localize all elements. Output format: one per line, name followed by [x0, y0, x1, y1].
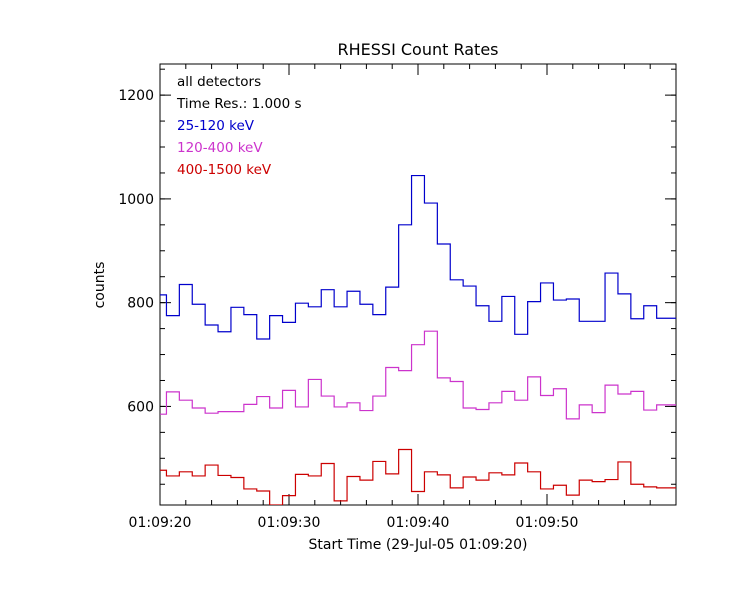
- y-tick-label: 800: [127, 296, 154, 312]
- series-layer: [160, 174, 676, 505]
- x-tick-label: 01:09:40: [387, 515, 450, 531]
- series-line-3: [160, 448, 676, 505]
- y-tick-label: 1000: [118, 192, 154, 208]
- legend: all detectors Time Res.: 1.000 s 25-120 ke…: [176, 74, 302, 178]
- x-tick-label: 01:09:50: [516, 515, 579, 531]
- y-tick-label: 600: [127, 399, 154, 415]
- x-tick-label: 01:09:20: [129, 515, 192, 531]
- legend-entry: 120-400 keV: [177, 140, 263, 156]
- legend-entry: 25-120 keV: [177, 118, 255, 134]
- series-line-2: [160, 330, 676, 420]
- series-line-1: [160, 174, 676, 340]
- legend-annotation: Time Res.: 1.000 s: [176, 96, 302, 112]
- plot-axes: 01:09:20 01:09:30 01:09:40 01:09:50 600 800 10…: [118, 63, 677, 531]
- legend-entry: 400-1500 keV: [177, 162, 272, 178]
- y-axis-label: counts: [92, 262, 108, 309]
- chart-title: RHESSI Count Rates: [338, 40, 499, 59]
- legend-annotation: all detectors: [177, 74, 261, 90]
- y-tick-label: 1200: [118, 88, 154, 104]
- x-tick-label: 01:09:30: [258, 515, 321, 531]
- x-axis-label: Start Time (29-Jul-05 01:09:20): [308, 537, 527, 553]
